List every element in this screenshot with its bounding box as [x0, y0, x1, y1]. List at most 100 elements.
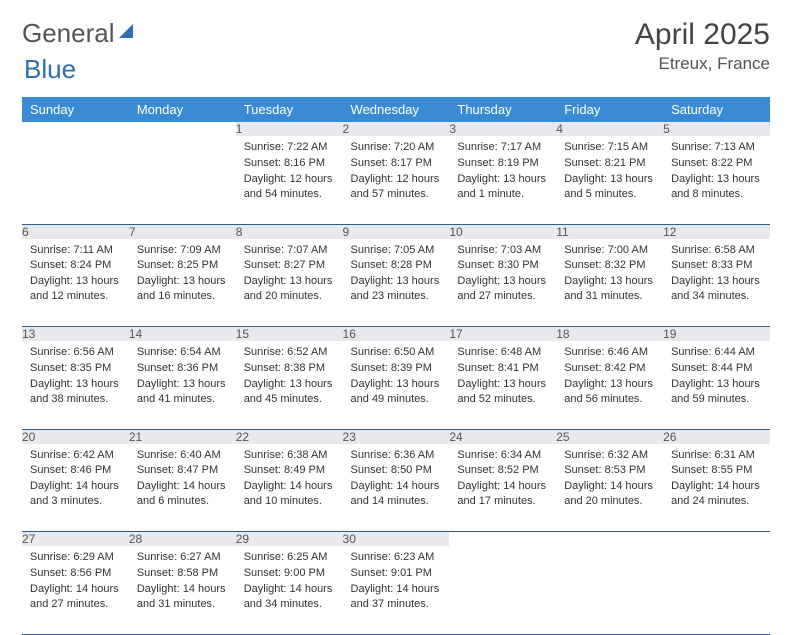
- sunset-line: Sunset: 8:55 PM: [671, 463, 762, 478]
- daynum-16: 16: [343, 327, 450, 342]
- week-1-daynum-row: 12345: [22, 122, 770, 136]
- sunset-line: Sunset: 8:21 PM: [564, 156, 655, 171]
- daylight-line: Daylight: 13 hours and 23 minutes.: [351, 274, 442, 304]
- day-1-cell: Sunrise: 7:22 AMSunset: 8:16 PMDaylight:…: [236, 136, 343, 208]
- daynum-3: 3: [449, 122, 556, 136]
- sunset-line: Sunset: 8:44 PM: [671, 361, 762, 376]
- empty-cell: [129, 136, 236, 224]
- sunset-line: Sunset: 8:50 PM: [351, 463, 442, 478]
- daylight-line: Daylight: 13 hours and 16 minutes.: [137, 274, 228, 304]
- daylight-line: Daylight: 14 hours and 3 minutes.: [30, 479, 121, 509]
- sunrise-line: Sunrise: 7:13 AM: [671, 140, 762, 155]
- month-title: April 2025: [635, 18, 770, 52]
- sunrise-line: Sunrise: 6:58 AM: [671, 243, 762, 258]
- day-7-cell: Sunrise: 7:09 AMSunset: 8:25 PMDaylight:…: [129, 239, 236, 311]
- day-27-cell: Sunrise: 6:29 AMSunset: 8:56 PMDaylight:…: [22, 546, 129, 618]
- sunset-line: Sunset: 8:36 PM: [137, 361, 228, 376]
- day-26-cell: Sunrise: 6:31 AMSunset: 8:55 PMDaylight:…: [663, 444, 770, 516]
- calendar-table: SundayMondayTuesdayWednesdayThursdayFrid…: [22, 97, 770, 635]
- day-19-cell: Sunrise: 6:44 AMSunset: 8:44 PMDaylight:…: [663, 341, 770, 413]
- daynum-4: 4: [556, 122, 663, 136]
- sunrise-line: Sunrise: 6:52 AM: [244, 345, 335, 360]
- sail-icon: [117, 18, 137, 49]
- sunrise-line: Sunrise: 7:05 AM: [351, 243, 442, 258]
- sunset-line: Sunset: 8:52 PM: [457, 463, 548, 478]
- day-22-cell: Sunrise: 6:38 AMSunset: 8:49 PMDaylight:…: [236, 444, 343, 516]
- day-6-cell: Sunrise: 7:11 AMSunset: 8:24 PMDaylight:…: [22, 239, 129, 311]
- day-20-cell: Sunrise: 6:42 AMSunset: 8:46 PMDaylight:…: [22, 444, 129, 516]
- sunrise-line: Sunrise: 6:50 AM: [351, 345, 442, 360]
- week-2-content-row: Sunrise: 7:11 AMSunset: 8:24 PMDaylight:…: [22, 239, 770, 327]
- week-4-content-row: Sunrise: 6:42 AMSunset: 8:46 PMDaylight:…: [22, 444, 770, 532]
- day-21-cell: Sunrise: 6:40 AMSunset: 8:47 PMDaylight:…: [129, 444, 236, 516]
- sunrise-line: Sunrise: 6:23 AM: [351, 550, 442, 565]
- sunrise-line: Sunrise: 7:22 AM: [244, 140, 335, 155]
- daynum-21: 21: [129, 429, 236, 444]
- daylight-line: Daylight: 13 hours and 52 minutes.: [457, 377, 548, 407]
- day-25-cell: Sunrise: 6:32 AMSunset: 8:53 PMDaylight:…: [556, 444, 663, 516]
- sunset-line: Sunset: 8:35 PM: [30, 361, 121, 376]
- day-29-cell: Sunrise: 6:25 AMSunset: 9:00 PMDaylight:…: [236, 546, 343, 618]
- sunset-line: Sunset: 8:22 PM: [671, 156, 762, 171]
- daylight-line: Daylight: 12 hours and 57 minutes.: [351, 172, 442, 202]
- daynum-28: 28: [129, 532, 236, 547]
- daynum-14: 14: [129, 327, 236, 342]
- daynum-20: 20: [22, 429, 129, 444]
- sunset-line: Sunset: 8:49 PM: [244, 463, 335, 478]
- weekday-saturday: Saturday: [663, 97, 770, 122]
- day-12-cell: Sunrise: 6:58 AMSunset: 8:33 PMDaylight:…: [663, 239, 770, 311]
- daynum-19: 19: [663, 327, 770, 342]
- sunset-line: Sunset: 8:32 PM: [564, 258, 655, 273]
- weekday-tuesday: Tuesday: [236, 97, 343, 122]
- sunset-line: Sunset: 8:47 PM: [137, 463, 228, 478]
- empty-daynum: [663, 532, 770, 547]
- empty-cell: [22, 136, 129, 224]
- sunset-line: Sunset: 8:53 PM: [564, 463, 655, 478]
- empty-cell: [556, 546, 663, 634]
- daynum-7: 7: [129, 224, 236, 239]
- sunrise-line: Sunrise: 6:46 AM: [564, 345, 655, 360]
- empty-cell: [663, 546, 770, 634]
- sunrise-line: Sunrise: 7:17 AM: [457, 140, 548, 155]
- day-8-cell: Sunrise: 7:07 AMSunset: 8:27 PMDaylight:…: [236, 239, 343, 311]
- daynum-26: 26: [663, 429, 770, 444]
- daylight-line: Daylight: 13 hours and 27 minutes.: [457, 274, 548, 304]
- empty-daynum: [22, 122, 129, 136]
- daylight-line: Daylight: 13 hours and 8 minutes.: [671, 172, 762, 202]
- daylight-line: Daylight: 14 hours and 31 minutes.: [137, 582, 228, 612]
- sunrise-line: Sunrise: 7:20 AM: [351, 140, 442, 155]
- sunrise-line: Sunrise: 6:25 AM: [244, 550, 335, 565]
- day-16-cell: Sunrise: 6:50 AMSunset: 8:39 PMDaylight:…: [343, 341, 450, 413]
- sunrise-line: Sunrise: 6:36 AM: [351, 448, 442, 463]
- daylight-line: Daylight: 13 hours and 38 minutes.: [30, 377, 121, 407]
- daynum-18: 18: [556, 327, 663, 342]
- sunset-line: Sunset: 8:42 PM: [564, 361, 655, 376]
- day-23-cell: Sunrise: 6:36 AMSunset: 8:50 PMDaylight:…: [343, 444, 450, 516]
- logo-text-general: General: [22, 18, 115, 49]
- daynum-6: 6: [22, 224, 129, 239]
- empty-daynum: [129, 122, 236, 136]
- daylight-line: Daylight: 13 hours and 31 minutes.: [564, 274, 655, 304]
- sunset-line: Sunset: 8:16 PM: [244, 156, 335, 171]
- daynum-5: 5: [663, 122, 770, 136]
- sunset-line: Sunset: 8:46 PM: [30, 463, 121, 478]
- week-1-content-row: Sunrise: 7:22 AMSunset: 8:16 PM Daylight:…: [22, 136, 770, 224]
- sunset-line: Sunset: 8:39 PM: [351, 361, 442, 376]
- day-10-cell: Sunrise: 7:03 AMSunset: 8:30 PMDaylight:…: [449, 239, 556, 311]
- week-3-daynum-row: 13141516171819: [22, 327, 770, 342]
- weekday-header-row: SundayMondayTuesdayWednesdayThursdayFrid…: [22, 97, 770, 122]
- sunrise-line: Sunrise: 6:54 AM: [137, 345, 228, 360]
- sunset-line: Sunset: 8:27 PM: [244, 258, 335, 273]
- daynum-1: 1: [236, 122, 343, 136]
- weekday-monday: Monday: [129, 97, 236, 122]
- day-9-cell: Sunrise: 7:05 AMSunset: 8:28 PMDaylight:…: [343, 239, 450, 311]
- daylight-line: Daylight: 14 hours and 10 minutes.: [244, 479, 335, 509]
- day-2-cell: Sunrise: 7:20 AMSunset: 8:17 PMDaylight:…: [343, 136, 450, 208]
- sunset-line: Sunset: 8:41 PM: [457, 361, 548, 376]
- week-5-content-row: Sunrise: 6:29 AMSunset: 8:56 PM Daylight:…: [22, 546, 770, 634]
- sunset-line: Sunset: 9:00 PM: [244, 566, 335, 581]
- sunrise-line: Sunrise: 6:29 AM: [30, 550, 121, 565]
- sunset-line: Sunset: 8:56 PM: [30, 566, 121, 581]
- empty-daynum: [556, 532, 663, 547]
- day-14-cell: Sunrise: 6:54 AMSunset: 8:36 PMDaylight:…: [129, 341, 236, 413]
